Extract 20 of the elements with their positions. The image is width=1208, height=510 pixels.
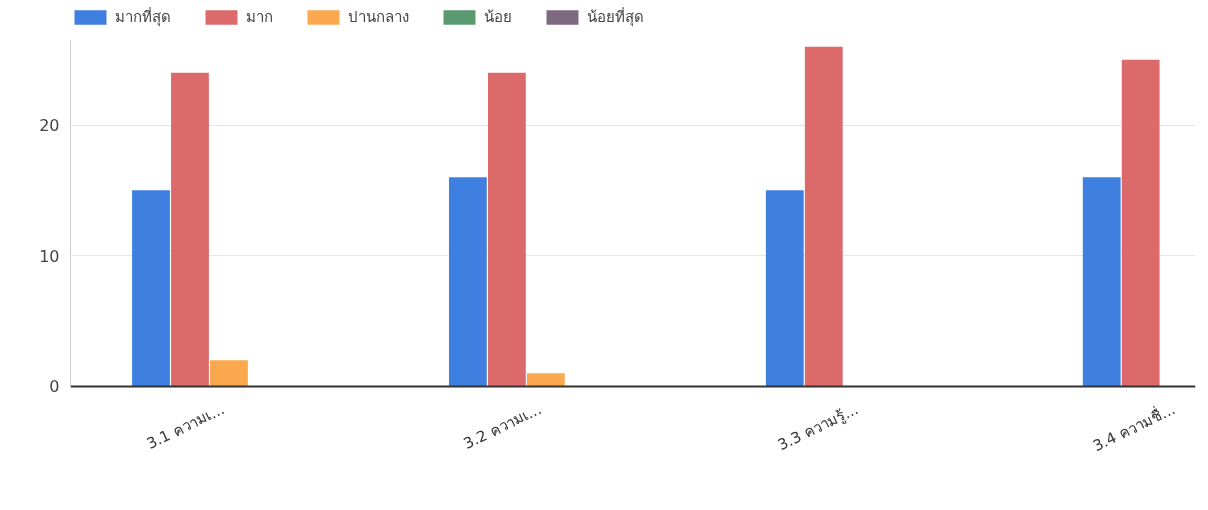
y-tick-label: 0 — [49, 377, 60, 397]
bar — [1082, 177, 1121, 387]
bar — [448, 177, 487, 387]
bar — [210, 360, 248, 387]
legend-label: น้อย — [484, 7, 512, 28]
bar — [1121, 59, 1160, 387]
bar — [804, 46, 843, 387]
bar — [487, 72, 526, 387]
bar — [132, 190, 170, 387]
bar — [171, 72, 209, 387]
bar — [765, 190, 804, 387]
legend-label: ปานกลาง — [348, 7, 409, 28]
legend-label: มากที่สุด — [115, 6, 171, 29]
y-tick-label: 10 — [39, 246, 60, 266]
y-tick-label: 20 — [39, 116, 60, 136]
x-tick-label: 3.2 ความเ... — [460, 400, 545, 453]
bar — [526, 373, 565, 387]
x-tick-label: 3.1 ความเ... — [143, 400, 228, 453]
legend-label: มาก — [246, 7, 273, 28]
legend-label: น้อยที่สุด — [587, 6, 644, 29]
